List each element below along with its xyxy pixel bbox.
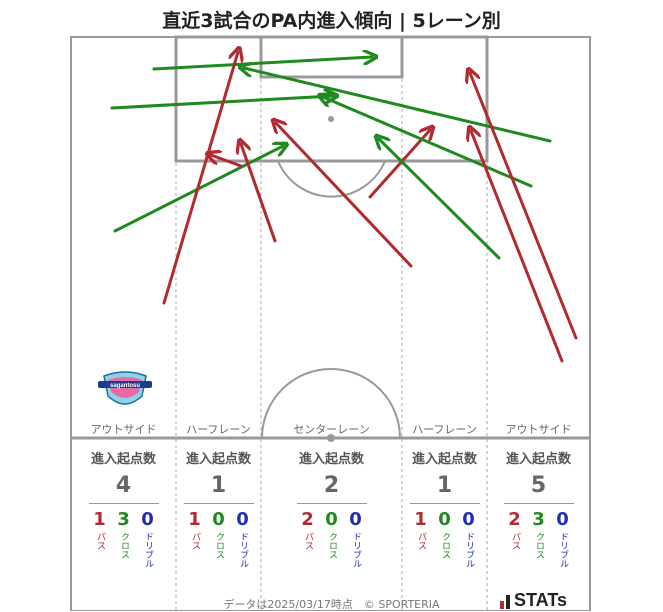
lane-label-halfspace-left: ハーフレーン — [186, 423, 251, 436]
dribble-label: ドリブル — [558, 532, 568, 568]
cross-count: 0 — [438, 509, 451, 530]
dribble-count: 0 — [556, 509, 569, 530]
stat-divider — [88, 503, 159, 504]
lane-label-outside-left: アウトサイド — [90, 423, 157, 436]
pass-label: パス — [416, 532, 426, 550]
stat-total: 5 — [530, 473, 547, 498]
pass-arrow-8 — [368, 130, 430, 199]
brand-text: STATs — [514, 590, 567, 610]
cross-count: 0 — [212, 509, 225, 530]
cross-arrow-1 — [152, 57, 372, 71]
pass-count: 2 — [301, 509, 314, 530]
cross-label: クロス — [534, 532, 544, 559]
pass-label: パス — [95, 532, 105, 550]
lane-stats-halfspace-right: 進入起点数 1 1 パス 0 クロス 0 ドリブル — [402, 448, 487, 568]
pass-arrow-12 — [470, 73, 578, 340]
center-spot — [327, 434, 335, 442]
lane-label-halfspace-right: ハーフレーン — [412, 423, 477, 436]
cross-count: 0 — [325, 509, 338, 530]
pass-label: パス — [510, 532, 520, 550]
pass-count: 1 — [414, 509, 427, 530]
stat-total: 1 — [436, 473, 453, 498]
cross-label: クロス — [119, 532, 129, 559]
pass-arrow-13 — [471, 131, 564, 363]
dribble-label: ドリブル — [238, 532, 248, 568]
cross-arrow-9 — [244, 68, 552, 143]
dribble-label: ドリブル — [351, 532, 361, 568]
pass-arrow-4 — [162, 52, 238, 305]
stat-header: 進入起点数 — [505, 452, 571, 467]
lane-stats-outside-left: 進入起点数 4 1 パス 3 クロス 0 ドリブル — [71, 448, 176, 568]
penalty-arc — [277, 160, 386, 198]
pass-label: パス — [303, 532, 313, 550]
stat-header: 進入起点数 — [90, 452, 156, 467]
stat-breakdown: 1 パス 0 クロス 0 ドリブル — [402, 509, 487, 569]
footer-credit: データは2025/03/17時点 © SPORTERIA — [223, 598, 440, 611]
cross-label: クロス — [440, 532, 450, 559]
dribble-count: 0 — [349, 509, 362, 530]
club-logo: sagantosu — [96, 366, 154, 412]
stat-divider — [296, 503, 367, 504]
cross-arrow-11 — [379, 139, 501, 260]
arrows-layer — [110, 52, 578, 363]
stat-total: 1 — [210, 473, 227, 498]
stat-divider — [183, 503, 254, 504]
stat-header: 進入起点数 — [298, 452, 364, 467]
brand-logo: STATs — [500, 590, 567, 611]
pass-count: 2 — [508, 509, 521, 530]
pass-arrow-7 — [276, 123, 413, 268]
pass-count: 1 — [188, 509, 201, 530]
lane-stats-outside-right: 進入起点数 5 2 パス 3 クロス 0 ドリブル — [487, 448, 590, 568]
pass-count: 1 — [93, 509, 106, 530]
stat-total: 4 — [115, 473, 132, 498]
stat-breakdown: 2 パス 3 クロス 0 ドリブル — [487, 509, 590, 569]
goal-area — [259, 35, 404, 79]
stat-breakdown: 1 パス 3 クロス 0 ドリブル — [71, 509, 176, 569]
stat-header: 進入起点数 — [185, 452, 251, 467]
dribble-count: 0 — [462, 509, 475, 530]
dribble-count: 0 — [236, 509, 249, 530]
svg-text:sagantosu: sagantosu — [110, 383, 140, 389]
lane-label-center: センターレーン — [293, 423, 370, 436]
stats-logo-icon — [500, 593, 510, 609]
pass-label: パス — [190, 532, 200, 550]
cross-count: 3 — [117, 509, 130, 530]
cross-count: 3 — [532, 509, 545, 530]
chart-title: 直近3試合のPA内進入傾向 | 5レーン別 — [162, 10, 501, 32]
stat-header: 進入起点数 — [411, 452, 477, 467]
dribble-label: ドリブル — [464, 532, 474, 568]
stat-divider — [503, 503, 574, 504]
lane-label-outside-right: アウトサイド — [505, 423, 572, 436]
club-crest-icon: sagantosu — [98, 371, 152, 405]
stat-divider — [409, 503, 480, 504]
pass-arrow-5 — [241, 144, 277, 243]
penalty-spot — [328, 116, 334, 122]
stat-breakdown: 1 パス 0 クロス 0 ドリブル — [176, 509, 261, 569]
cross-label: クロス — [327, 532, 337, 559]
cross-label: クロス — [214, 532, 224, 559]
lane-stats-center: 進入起点数 2 2 パス 0 クロス 0 ドリブル — [261, 448, 402, 568]
center-circle — [261, 368, 401, 439]
dribble-label: ドリブル — [143, 532, 153, 568]
stat-total: 2 — [323, 473, 340, 498]
dribble-count: 0 — [141, 509, 154, 530]
pass-arrow-6 — [211, 155, 243, 168]
cross-arrow-10 — [323, 97, 533, 188]
lane-stats-halfspace-left: 進入起点数 1 1 パス 0 クロス 0 ドリブル — [176, 448, 261, 568]
stat-breakdown: 2 パス 0 クロス 0 ドリブル — [261, 509, 402, 569]
